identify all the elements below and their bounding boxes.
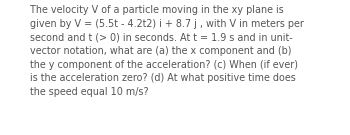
Text: The velocity V of a particle moving in the xy plane is
given by V = (5.5t - 4.2t: The velocity V of a particle moving in t… — [30, 5, 304, 97]
